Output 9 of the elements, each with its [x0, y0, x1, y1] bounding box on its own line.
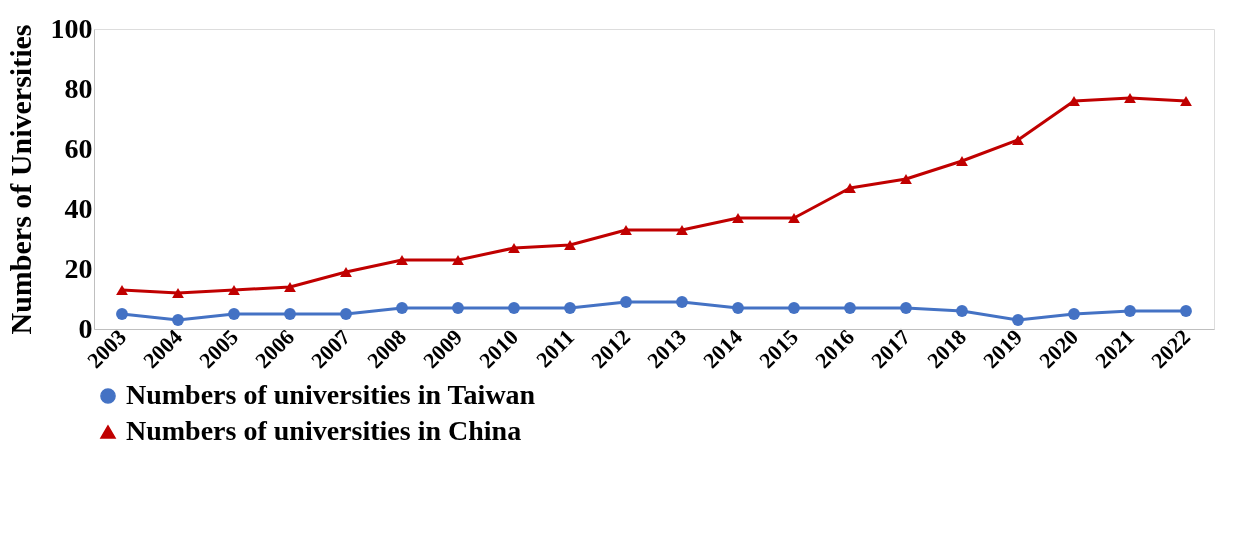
y-tick-label: 20 — [64, 252, 93, 284]
y-tick-label: 100 — [50, 12, 93, 44]
y-tick-label: 80 — [64, 72, 93, 104]
legend-label: Numbers of universities in Taiwan — [126, 379, 536, 410]
x-tick-label: 2011 — [531, 324, 579, 373]
y-axis-title: Numbers of Universities — [3, 24, 37, 335]
legend-label: Numbers of universities in China — [126, 415, 522, 446]
y-tick-label: 40 — [64, 192, 93, 224]
y-tick-label: 60 — [64, 132, 93, 164]
